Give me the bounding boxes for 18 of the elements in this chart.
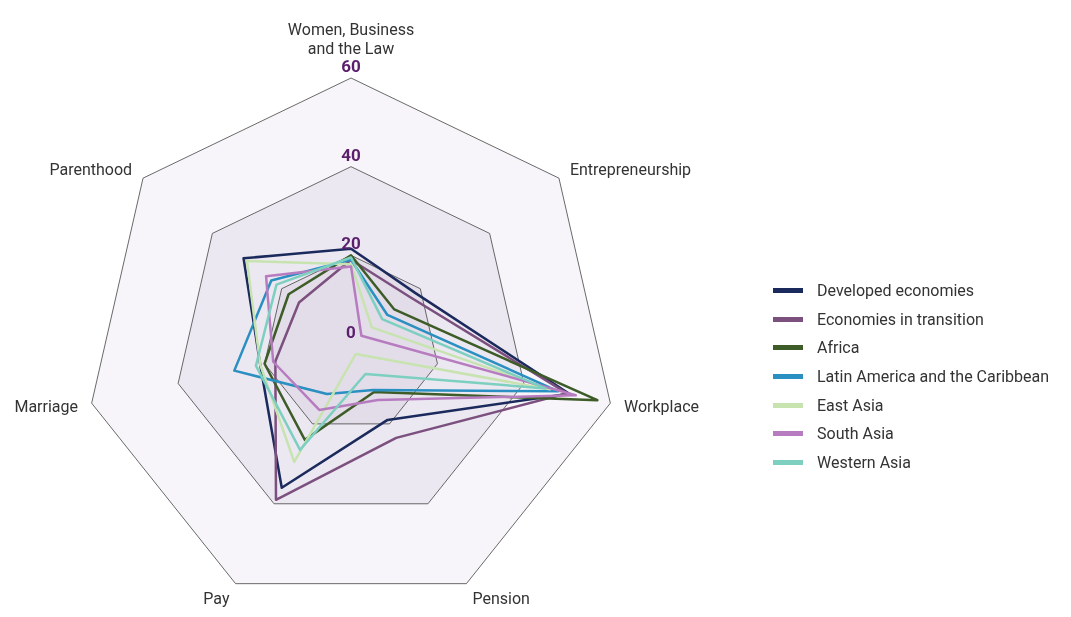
spoke-label: Workplace (623, 397, 700, 417)
spoke-label: Parenthood (49, 160, 133, 180)
y-tick-label: 40 (341, 144, 361, 165)
legend-label: Africa (817, 338, 860, 358)
legend-label: Latin America and the Caribbean (817, 366, 1050, 386)
spoke-label: Pay (203, 589, 230, 609)
spoke-label: Marriage (14, 397, 79, 417)
spoke-label: Pension (472, 589, 530, 609)
spoke-label: Women, Business and the Law (287, 20, 415, 58)
y-tick-label: 0 (346, 322, 356, 342)
legend-label: Developed economies (817, 280, 975, 300)
legend-label: Economies in transition (817, 309, 984, 329)
spoke-label: Entrepreneurship (569, 160, 692, 180)
y-tick-label: 60 (341, 56, 361, 76)
y-tick-label: 20 (341, 233, 361, 254)
legend-label: Western Asia (817, 452, 911, 472)
legend-label: East Asia (817, 395, 884, 415)
legend-label: South Asia (817, 424, 894, 444)
